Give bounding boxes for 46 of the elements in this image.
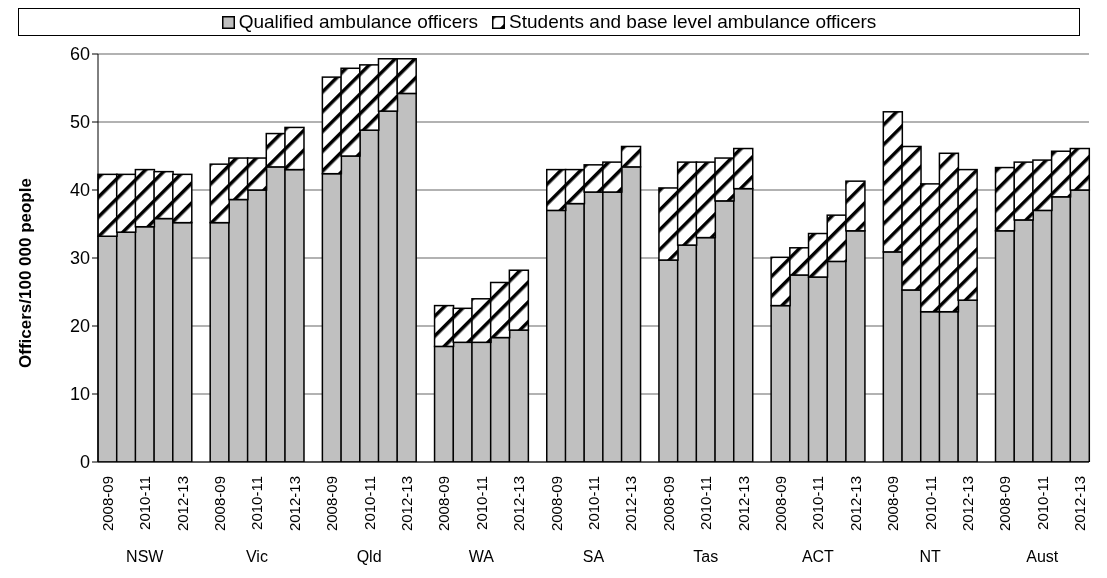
x-tick-label: 2012-13 bbox=[622, 476, 640, 532]
x-tick-label: 2008-09 bbox=[771, 476, 789, 532]
x-tick-label: 2010-11 bbox=[248, 476, 266, 530]
text: NT bbox=[919, 548, 941, 565]
text: Tas bbox=[693, 548, 719, 565]
y-axis-title: Officers/100 000 people bbox=[16, 178, 36, 368]
x-tick-label: 2010-11 bbox=[136, 476, 154, 530]
x-tick-label: 2010-11 bbox=[1033, 476, 1051, 530]
text: SA bbox=[582, 548, 605, 565]
x-tick-label: 2012-13 bbox=[846, 476, 864, 532]
x-tick-label: 2008-09 bbox=[659, 476, 677, 532]
text: ACT bbox=[801, 548, 835, 565]
y-tick-label: 0 bbox=[79, 452, 90, 473]
text: NSW bbox=[126, 548, 165, 565]
x-tick-label: 2010-11 bbox=[809, 476, 827, 530]
x-tick-label: 2008-09 bbox=[98, 476, 116, 532]
text: Vic bbox=[245, 548, 268, 565]
x-tick-label: 2008-09 bbox=[435, 476, 453, 532]
x-tick-label: 2008-09 bbox=[996, 476, 1014, 532]
x-tick-label: 2012-13 bbox=[958, 476, 976, 532]
x-tick-label: 2008-09 bbox=[547, 476, 565, 532]
legend-label: Qualified ambulance officers bbox=[238, 11, 479, 33]
x-tick-label: 2012-13 bbox=[734, 476, 752, 532]
y-tick-label: 20 bbox=[69, 316, 90, 337]
y-tick-label: 10 bbox=[69, 384, 90, 405]
x-tick-label: 2012-13 bbox=[173, 476, 191, 532]
text: WA bbox=[468, 548, 495, 565]
x-tick-label: 2010-11 bbox=[585, 476, 602, 530]
y-tick-label: 30 bbox=[69, 248, 90, 269]
legend-label: Students and base level ambulance officers bbox=[509, 11, 877, 33]
x-tick-label: 2010-11 bbox=[472, 476, 490, 530]
text: Qld bbox=[356, 548, 382, 565]
x-tick-label: 2008-09 bbox=[884, 476, 902, 532]
x-tick-label: 2010-11 bbox=[697, 476, 715, 530]
y-tick-label: 40 bbox=[69, 180, 90, 201]
y-tick-label: 50 bbox=[69, 112, 90, 133]
x-tick-label: 2012-13 bbox=[285, 476, 303, 532]
x-tick-label: 2008-09 bbox=[211, 476, 229, 532]
x-tick-label: 2012-13 bbox=[398, 476, 416, 532]
text: Aust bbox=[1026, 548, 1059, 565]
x-tick-label: 2010-11 bbox=[921, 476, 939, 530]
x-tick-label: 2012-13 bbox=[1071, 476, 1089, 532]
x-tick-label: 2008-09 bbox=[323, 476, 341, 532]
y-tick-label: 60 bbox=[69, 44, 90, 65]
x-tick-label: 2012-13 bbox=[510, 476, 528, 532]
x-tick-label: 2010-11 bbox=[360, 476, 378, 530]
